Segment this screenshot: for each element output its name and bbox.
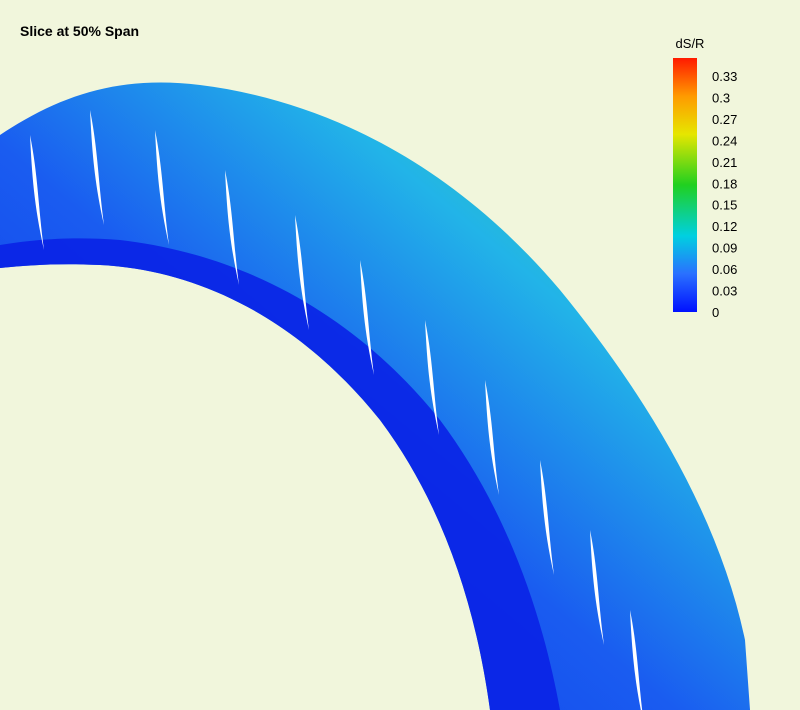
blade <box>225 170 239 285</box>
colorbar-ticks: 0.33 0.3 0.27 0.24 0.21 0.18 0.15 0.12 0.09 0.06 0… <box>712 69 737 320</box>
blade <box>360 260 374 375</box>
title: Slice at 50% Span <box>20 23 139 39</box>
colorbar <box>673 58 697 312</box>
colorbar-tick-label: 0.12 <box>712 219 737 234</box>
blade <box>540 460 554 575</box>
blade <box>630 610 643 710</box>
colorbar-tick-label: 0.24 <box>712 133 737 148</box>
blade <box>30 135 44 250</box>
blade <box>485 380 499 495</box>
colorbar-tick-label: 0.21 <box>712 155 737 170</box>
colorbar-tick-label: 0.06 <box>712 262 737 277</box>
blade <box>155 130 169 245</box>
colorbar-tick-label: 0.09 <box>712 241 737 256</box>
colorbar-tick-label: 0.3 <box>712 90 730 105</box>
colorbar-tick-label: 0 <box>712 305 719 320</box>
blade <box>425 320 439 435</box>
colorbar-tick-label: 0.03 <box>712 284 737 299</box>
blade <box>295 215 309 330</box>
colorbar-tick-label: 0.33 <box>712 69 737 84</box>
blade <box>90 110 104 225</box>
blade <box>590 530 604 645</box>
colorbar-tick-label: 0.27 <box>712 112 737 127</box>
colorbar-label: dS/R <box>676 36 705 51</box>
colorbar-tick-label: 0.18 <box>712 176 737 191</box>
colorbar-tick-label: 0.15 <box>712 198 737 213</box>
inner-band <box>0 238 560 710</box>
blades <box>30 110 643 710</box>
